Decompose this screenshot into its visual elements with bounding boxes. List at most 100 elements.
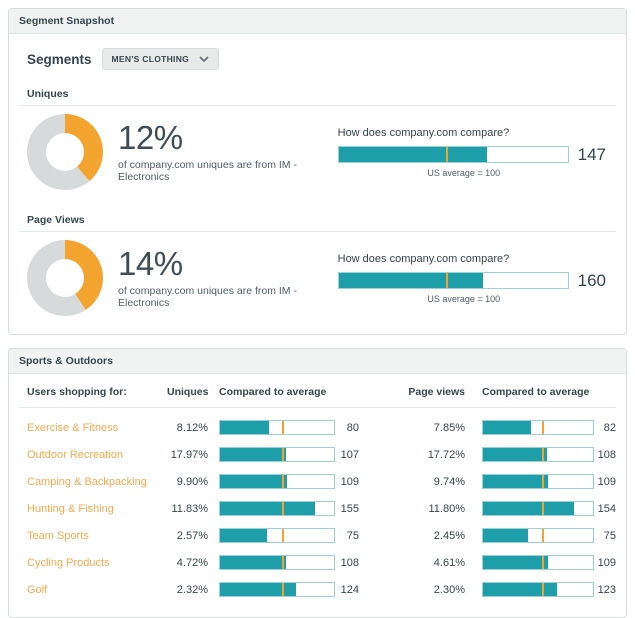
category-link[interactable]: Camping & Backpacking — [27, 475, 147, 488]
pageviews-index-bar — [337, 272, 569, 289]
uniques-compare-bar — [219, 474, 335, 489]
us-average-label: US average = 100 — [427, 293, 501, 304]
uniques-index-bar — [337, 146, 569, 163]
table-row: Outdoor Recreation 17.97% 107 17.72% 108 — [27, 441, 616, 468]
average-marker — [542, 529, 545, 542]
average-marker — [281, 583, 284, 596]
average-marker — [542, 583, 545, 596]
table-row: Golf 2.32% 124 2.30% 123 — [27, 576, 616, 603]
table-row: Hunting & Fishing 11.83% 155 11.80% 154 — [27, 495, 616, 522]
pageviews-percentage: 14% — [118, 245, 183, 283]
bar-fill — [338, 273, 483, 288]
bar-fill — [220, 421, 270, 434]
pageviews-percent-cell: 7.85% — [433, 421, 465, 434]
pageviews-compare-bar — [482, 501, 594, 516]
average-marker — [281, 502, 284, 515]
uniques-index-cell: 155 — [340, 502, 359, 515]
uniques-compare-bar — [219, 420, 335, 435]
uniques-percent-cell: 8.12% — [176, 421, 208, 434]
average-marker — [542, 556, 545, 569]
us-average-label: US average = 100 — [427, 167, 501, 178]
compare-title: How does company.com compare? — [337, 252, 510, 265]
table-body: Exercise & Fitness 8.12% 80 7.85% 82 Out… — [19, 408, 616, 605]
section-title-pageviews: Page Views — [19, 214, 616, 232]
table-row: Exercise & Fitness 8.12% 80 7.85% 82 — [27, 414, 616, 441]
uniques-index-cell: 109 — [340, 475, 359, 488]
bar-fill — [220, 529, 267, 542]
average-marker — [542, 475, 545, 488]
bar-fill — [483, 529, 529, 542]
uniques-percent-cell: 9.90% — [176, 475, 208, 488]
uniques-index-cell: 108 — [340, 556, 359, 569]
segment-snapshot-panel: Segment Snapshot Segments MEN'S CLOTHING… — [8, 8, 627, 335]
uniques-percent-cell: 4.72% — [176, 556, 208, 569]
col-header-pageviews: Page views — [408, 386, 465, 398]
segment-dropdown-value: MEN'S CLOTHING — [111, 54, 190, 64]
uniques-percent-cell: 17.97% — [170, 448, 208, 461]
col-header-compared-pageviews: Compared to average — [482, 386, 590, 398]
sports-outdoors-body: Users shopping for: Uniques Compared to … — [9, 374, 626, 617]
metric-text: 12% of company.com uniques are from IM -… — [118, 121, 338, 183]
pageviews-percent-cell: 9.74% — [433, 475, 465, 488]
average-marker — [281, 529, 284, 542]
uniques-compare-bar — [219, 555, 335, 570]
pageviews-index-cell: 75 — [603, 529, 616, 542]
pageviews-index-cell: 109 — [597, 475, 616, 488]
pageviews-percent-cell: 2.30% — [433, 583, 465, 596]
segment-dropdown[interactable]: MEN'S CLOTHING — [101, 48, 220, 70]
bar-fill — [220, 448, 287, 461]
pageviews-compare-bar — [482, 582, 594, 597]
segments-label: Segments — [27, 51, 92, 67]
uniques-section: Uniques 12% of company.com uniques are f… — [19, 88, 616, 194]
pageviews-percent-cell: 17.72% — [427, 448, 465, 461]
bar-fill — [483, 556, 548, 569]
pageviews-compare-bar — [482, 420, 594, 435]
average-marker — [281, 556, 284, 569]
bar-fill — [483, 448, 547, 461]
section-title-uniques: Uniques — [19, 88, 616, 106]
metric-row: 12% of company.com uniques are from IM -… — [19, 106, 616, 194]
pageviews-compare-bar — [482, 474, 594, 489]
pageviews-compare-bar — [482, 555, 594, 570]
pageviews-percent-cell: 11.80% — [428, 502, 466, 515]
uniques-index-value: 147 — [577, 144, 606, 164]
pageviews-index-value: 160 — [577, 270, 606, 290]
pageviews-compare-block: How does company.com compare? 160 US ave… — [337, 252, 606, 304]
bar-fill — [220, 556, 287, 569]
pageviews-section: Page Views 14% of company.com uniques ar… — [19, 214, 616, 320]
pageviews-index-cell: 108 — [597, 448, 616, 461]
panel-title: Segment Snapshot — [9, 9, 626, 34]
table-row: Cycling Products 4.72% 108 4.61% 109 — [27, 549, 616, 576]
average-marker — [542, 421, 545, 434]
category-link[interactable]: Exercise & Fitness — [27, 421, 119, 434]
table-header-row: Users shopping for: Uniques Compared to … — [19, 374, 616, 408]
bar-fill — [483, 583, 557, 596]
category-link[interactable]: Golf — [27, 583, 48, 596]
bar-fill — [483, 502, 575, 515]
uniques-compare-bar — [219, 528, 335, 543]
col-header-compared-uniques: Compared to average — [219, 386, 327, 398]
uniques-index-cell: 80 — [346, 421, 359, 434]
uniques-index-cell: 75 — [346, 529, 359, 542]
table-row: Camping & Backpacking 9.90% 109 9.74% 10… — [27, 468, 616, 495]
uniques-donut-chart — [27, 114, 103, 190]
segments-row: Segments MEN'S CLOTHING — [27, 48, 616, 70]
pageviews-index-cell: 82 — [603, 421, 616, 434]
average-marker — [281, 475, 284, 488]
bar-fill — [483, 421, 532, 434]
category-link[interactable]: Outdoor Recreation — [27, 448, 123, 461]
bar-fill — [220, 502, 315, 515]
pageviews-index-cell: 154 — [597, 502, 616, 515]
bar-fill — [220, 583, 297, 596]
pageviews-index-cell: 123 — [597, 583, 616, 596]
category-link[interactable]: Hunting & Fishing — [27, 502, 114, 515]
metric-text: 14% of company.com uniques are from IM -… — [118, 247, 338, 309]
uniques-percent-cell: 11.83% — [171, 502, 209, 515]
uniques-index-cell: 107 — [340, 448, 359, 461]
pageviews-percent-cell: 4.61% — [433, 556, 465, 569]
bar-fill — [338, 147, 488, 162]
average-marker — [281, 448, 284, 461]
average-marker — [542, 448, 545, 461]
category-link[interactable]: Cycling Products — [27, 556, 110, 569]
category-link[interactable]: Team Sports — [27, 529, 89, 542]
